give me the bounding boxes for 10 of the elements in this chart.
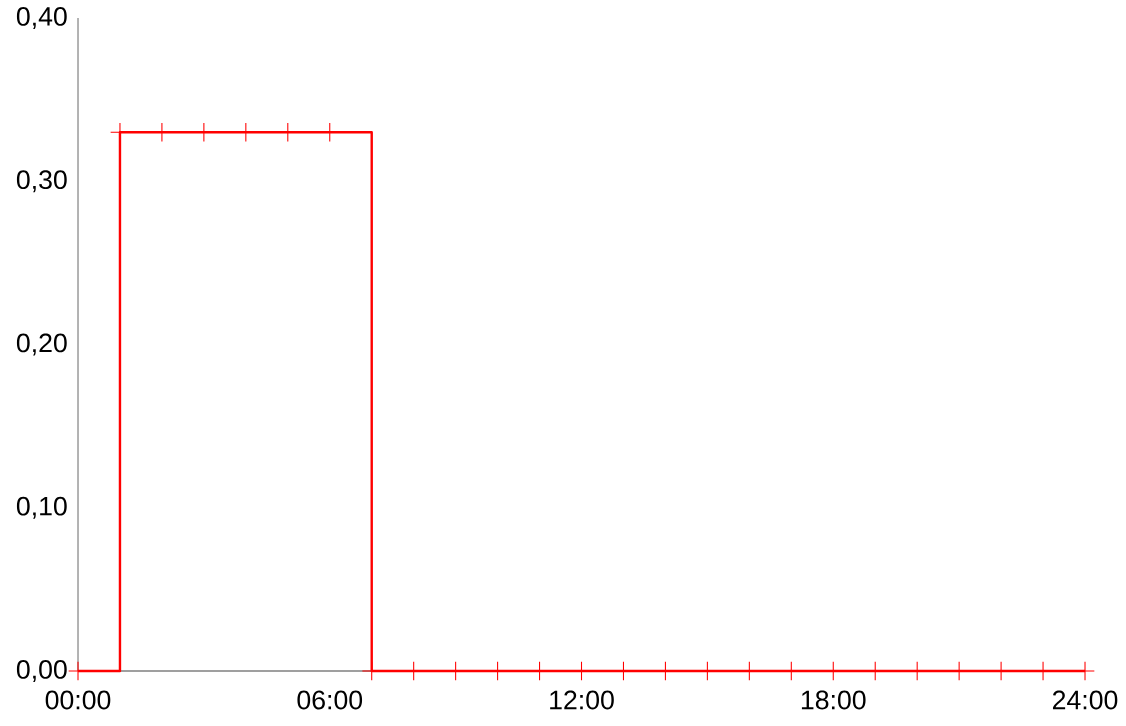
y-tick-label: 0,00 (16, 659, 67, 683)
y-tick-label: 0,20 (16, 333, 67, 356)
x-tick-label: 12:00 (550, 690, 614, 710)
x-tick-label: 24:00 (1052, 690, 1118, 710)
y-tick-label: 0,30 (16, 170, 67, 193)
y-tick-label: 0,40 (16, 7, 67, 30)
y-tick-label: 0,10 (16, 496, 67, 519)
x-tick-label: 18:00 (801, 690, 866, 710)
x-tick-label: 06:00 (297, 690, 363, 710)
x-tick-label: 00:00 (45, 690, 111, 710)
